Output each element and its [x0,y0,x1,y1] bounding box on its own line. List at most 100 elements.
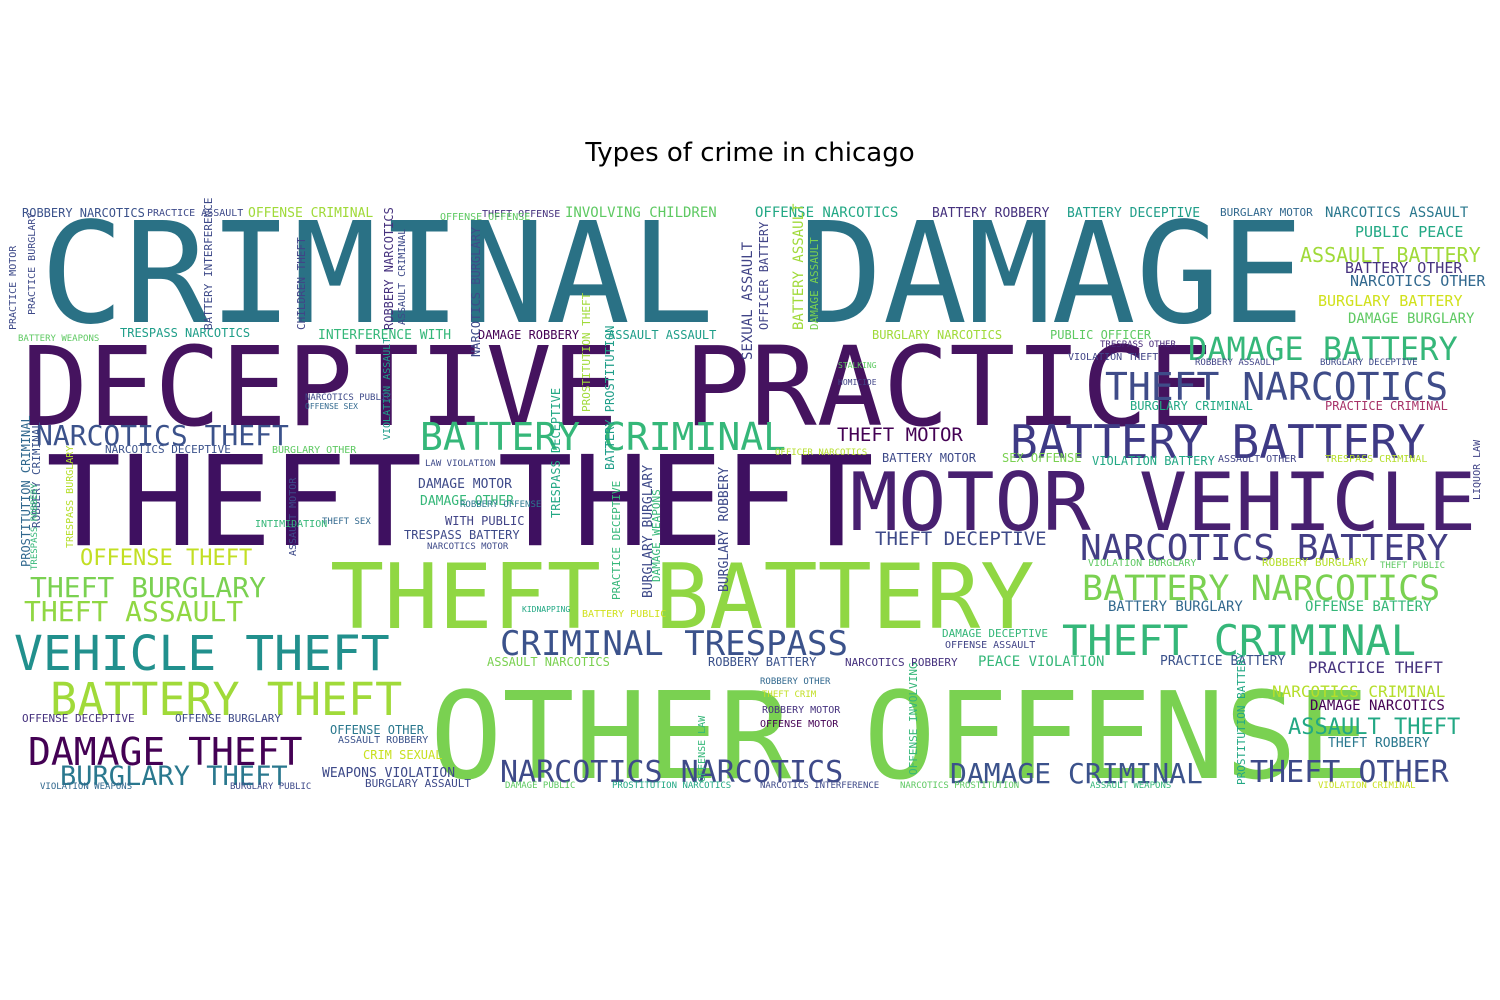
word-theft-public: THEFT PUBLIC [1380,561,1445,571]
word-public-peace: PUBLIC PEACE [1355,223,1463,241]
word-offense-sex: OFFENSE SEX [305,402,358,411]
word-interference-with: INTERFERENCE WITH [318,328,451,343]
word-sexual-assault: SEXUAL ASSAULT [740,241,756,360]
word-criminal-trespass: CRIMINAL TRESPASS [500,624,848,664]
word-robbery-offense: ROBBERY OFFENSE [460,500,541,510]
word-burglary-battery: BURGLARY BATTERY [1318,292,1463,310]
word-prostitution-narcotics: PROSTITUTION NARCOTICS [612,781,731,791]
word-involving-children: INVOLVING CHILDREN [565,205,717,221]
word-weapons-violation: WEAPONS VIOLATION [322,766,455,781]
word-theft-criminal: THEFT CRIMINAL [1062,616,1416,665]
word-theft-battery: THEFT BATTERY [330,545,1034,650]
word-battery-burglary: BATTERY BURGLARY [1108,599,1243,615]
word-offense-theft: OFFENSE THEFT [80,546,252,571]
word-practice-burglary: PRACTICE BURGLARY [27,213,38,315]
word-with-public: WITH PUBLIC [445,514,524,528]
word-robbery-motor: ROBBERY MOTOR [762,705,841,716]
word-narcotics-deceptive: NARCOTICS DECEPTIVE [105,443,231,456]
word-intimidation: INTIMIDATION [255,519,327,530]
word-narcotics-narcotics: NARCOTICS NARCOTICS [500,755,843,790]
word-robbery-assault: ROBBERY ASSAULT [1195,358,1277,368]
word-offense-other: OFFENSE OTHER [330,723,425,737]
word-officer-narcotics: OFFICER NARCOTICS [775,448,867,458]
word-sex-offense: SEX OFFENSE [1002,451,1081,465]
word-damage-motor: DAMAGE MOTOR [418,477,512,492]
word-narcotics-robbery: NARCOTICS ROBBERY [845,656,958,669]
word-robbery-narcotics: ROBBERY NARCOTICS [382,207,396,330]
word-battery-prostitution: BATTERY PROSTITUTION [603,326,617,471]
word-burglary-criminal: BURGLARY CRIMINAL [1130,399,1253,413]
word-theft-narcotics: THEFT NARCOTICS [1105,365,1448,409]
word-battery-theft: BATTERY THEFT [50,673,402,726]
word-theft-motor: THEFT MOTOR [837,424,963,446]
word-homicide: HOMICIDE [838,378,877,387]
word-offense-assault: OFFENSE ASSAULT [945,640,1035,651]
word-battery-assault: BATTERY ASSAULT [791,203,807,330]
word-battery-narcotics: BATTERY NARCOTICS [1082,569,1440,609]
word-officer-battery: OFFICER BATTERY [757,221,771,330]
word-burglary-public: BURGLARY PUBLIC [230,782,311,792]
word-theft-other: THEFT OTHER [1250,755,1450,790]
word-narcotics-prostitution: NARCOTICS PROSTITUTION [900,781,1019,791]
word-assault-motor: ASSAULT MOTOR [288,477,299,556]
word-offense-criminal: OFFENSE CRIMINAL [248,206,373,221]
word-battery-other: BATTERY OTHER [1345,259,1463,277]
word-theft-crim: THEFT CRIM [762,690,817,700]
word-burglary-assault: BURGLARY ASSAULT [365,777,471,790]
word-offense-narcotics: OFFENSE NARCOTICS [755,205,898,221]
word-damage-robbery: DAMAGE ROBBERY [478,328,580,342]
word-violation-battery: VIOLATION BATTERY [1092,454,1216,468]
word-practice-theft: PRACTICE THEFT [1308,658,1443,677]
word-criminal-damage: CRIMINAL DAMAGE [40,193,1304,356]
word-trespass-deceptive: TRESPASS DECEPTIVE [549,388,563,518]
word-theft-burglary: THEFT BURGLARY [30,571,266,604]
word-robbery-criminal: ROBBERY CRIMINAL [30,422,43,528]
word-burglary-robbery: BURGLARY ROBBERY [717,467,732,592]
word-offense-deceptive: OFFENSE DECEPTIVE [22,712,135,725]
word-damage-narcotics: DAMAGE NARCOTICS [1310,698,1445,714]
word-narcotics-public: NARCOTICS PUBLIC [305,393,392,403]
word-battery-robbery: BATTERY ROBBERY [932,206,1050,221]
word-prostitution-battery: PROSTITUTION BATTERY [1235,652,1248,785]
word-practice-assault: PRACTICE ASSAULT [147,208,243,219]
word-assault-other: ASSAULT OTHER [1218,454,1297,465]
word-battery-public: BATTERY PUBLIC [582,609,666,620]
word-violation-theft: VIOLATION THEFT [1068,352,1158,363]
word-offense-law: OFFENSE LAW [697,715,708,782]
word-narcotics-battery: NARCOTICS BATTERY [1080,528,1449,569]
word-theft-theft: THEFT THEFT [46,430,874,575]
word-trespass-other: TRESPASS OTHER [1100,340,1176,350]
word-offense-burglary: OFFENSE BURGLARY [175,712,281,725]
word-deceptive-practice: DECEPTIVE PRACTICE [22,323,1214,451]
word-damage-deceptive: DAMAGE DECEPTIVE [942,627,1048,640]
word-stalking: STALKING [838,361,877,370]
word-narcotics-criminal: NARCOTICS CRIMINAL [1272,682,1445,701]
word-vehicle-theft: VEHICLE THEFT [14,626,390,682]
word-battery-deceptive: BATTERY DECEPTIVE [1067,206,1200,221]
word-theft-robbery: THEFT ROBBERY [1328,736,1430,751]
word-assault-theft: ASSAULT THEFT [1288,715,1460,740]
word-theft-assault: THEFT ASSAULT [24,595,243,628]
word-narcotics-theft: NARCOTICS THEFT [36,419,289,452]
word-burglary-deceptive: BURGLARY DECEPTIVE [1320,358,1418,368]
word-narcotics-interference: NARCOTICS INTERFERENCE [760,781,879,791]
word-burglary-burglary: BURGLARY BURGLARY [641,465,656,598]
word-battery-motor: BATTERY MOTOR [882,451,977,465]
word-trespass-battery: TRESPASS BATTERY [404,528,520,542]
word-damage-burglary: DAMAGE BURGLARY [1348,311,1475,327]
word-assault-criminal: ASSAULT CRIMINAL [397,229,408,325]
word-practice-battery: PRACTICE BATTERY [1160,654,1285,669]
word-assault-robbery: ASSAULT ROBBERY [338,735,428,746]
word-violation-assault: VIOLATION ASSAULT [382,338,393,440]
word-assault-weapons: ASSAULT WEAPONS [1090,781,1171,791]
word-narcotics-motor: NARCOTICS MOTOR [427,542,509,552]
word-theft-sex: THEFT SEX [322,517,371,527]
word-trespass-criminal: TRESPASS CRIMINAL [1325,454,1427,465]
word-robbery-burglary: ROBBERY BURGLARY [1262,556,1368,569]
word-assault-battery: ASSAULT BATTERY [1300,243,1481,267]
word-battery-weapons: BATTERY WEAPONS [18,334,99,344]
word-motor-vehicle: MOTOR VEHICLE [850,456,1476,549]
word-robbery-narcotics: ROBBERY NARCOTICS [22,206,145,220]
word-burglary-other: BURGLARY OTHER [272,445,357,456]
